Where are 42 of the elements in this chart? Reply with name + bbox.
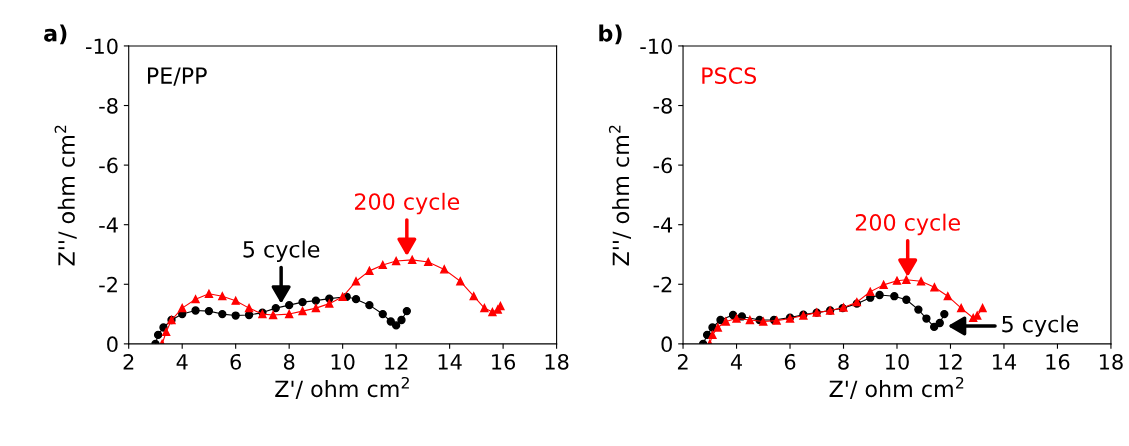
x-tick-label: 8 xyxy=(283,353,295,370)
y-tick-label: -8 xyxy=(99,97,118,114)
x-tick-label: 8 xyxy=(838,353,849,370)
y-axis-title: Z''/ ohm cm$^{2}$ xyxy=(608,125,632,266)
x-tick-label: 4 xyxy=(176,354,188,370)
x-tick-label: 10 xyxy=(886,353,909,370)
annotation: 200 cycle xyxy=(355,192,460,215)
y-tick-label: -10 xyxy=(85,38,118,55)
x-tick-label: 12 xyxy=(385,353,408,370)
x-tick-label: 4 xyxy=(730,354,742,370)
x-tick-label: 10 xyxy=(331,353,355,370)
x-axis-title: Z'/ ohm cm$^{2}$ xyxy=(829,376,964,400)
y-tick-label: 0 xyxy=(661,336,672,353)
x-axis-title: Z'/ ohm cm$^{2}$ xyxy=(275,376,409,400)
x-tick-label: 14 xyxy=(438,354,462,370)
annotation: 200 cycle xyxy=(855,213,960,236)
text: PE/PP xyxy=(148,67,207,86)
x-tick-label: 2 xyxy=(123,353,134,370)
y-tick-label: -6 xyxy=(99,157,118,174)
text: PSCS xyxy=(702,67,757,84)
y-tick-label: -8 xyxy=(653,97,672,114)
y-tick-label: 0 xyxy=(107,336,118,353)
x-tick-label: 12 xyxy=(939,353,962,370)
y-tick-label: -10 xyxy=(640,38,672,55)
y-tick-label: -4 xyxy=(99,217,118,233)
y-tick-label: -4 xyxy=(653,217,673,233)
annotation: 5 cycle xyxy=(243,240,320,262)
x-tick-label: 6 xyxy=(784,353,796,370)
y-tick-label: -2 xyxy=(653,276,672,293)
x-tick-label: 14 xyxy=(993,354,1017,370)
x-tick-label: 2 xyxy=(677,353,688,370)
chart-title: b) xyxy=(599,24,622,45)
annotation: 5 cycle xyxy=(1002,315,1079,337)
x-tick-label: 6 xyxy=(230,353,241,370)
y-axis-title: Z''/ ohm cm$^{2}$ xyxy=(54,125,77,266)
y-tick-label: -6 xyxy=(653,157,673,174)
x-tick-label: 18 xyxy=(545,353,569,370)
x-tick-label: 18 xyxy=(1099,353,1123,370)
x-tick-label: 16 xyxy=(1046,353,1070,370)
y-tick-label: -2 xyxy=(99,276,117,293)
chart-title: a) xyxy=(44,24,67,45)
x-tick-label: 16 xyxy=(492,353,516,370)
